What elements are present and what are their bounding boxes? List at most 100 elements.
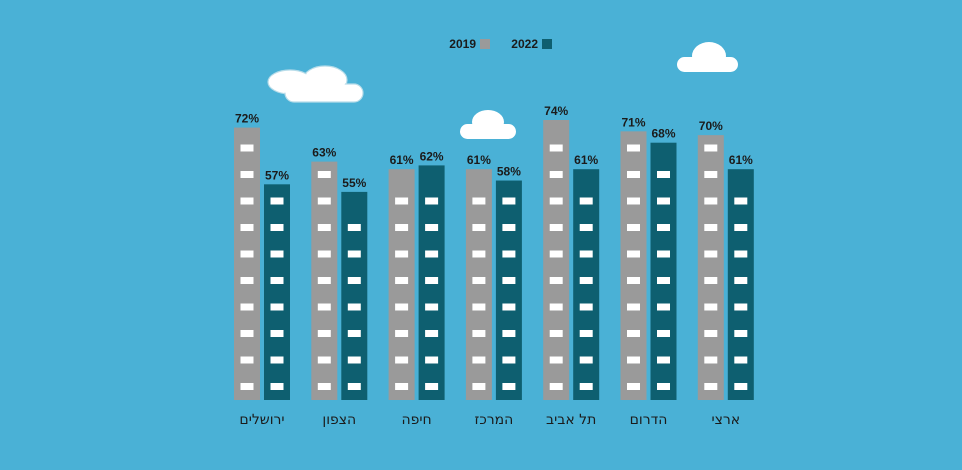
cloud-icon: [460, 110, 516, 139]
bar-2022: [495, 180, 522, 400]
bar-2019: [465, 169, 492, 400]
window: [657, 303, 670, 311]
window: [579, 197, 593, 205]
bar-2019: [311, 161, 338, 400]
window: [395, 224, 409, 231]
window: [627, 383, 640, 390]
bar-2022: [650, 142, 677, 400]
window: [704, 277, 718, 284]
window: [240, 303, 254, 311]
window: [425, 330, 439, 337]
window: [657, 171, 670, 178]
window: [502, 330, 516, 337]
bar-2019: [388, 169, 415, 400]
cloud-icon: [267, 65, 364, 103]
window: [704, 250, 718, 258]
window: [627, 250, 640, 258]
legend-swatch-2022: [542, 39, 552, 49]
window: [472, 197, 486, 205]
window: [704, 171, 718, 178]
window: [270, 250, 284, 258]
data-label-2019: 71%: [621, 115, 645, 129]
category-label: הצפון: [322, 412, 356, 428]
window: [734, 224, 748, 231]
window: [627, 277, 640, 284]
category-label: ירושלים: [239, 412, 284, 428]
window: [657, 356, 670, 364]
window: [472, 356, 486, 364]
cloud-icon: [677, 42, 738, 72]
window: [472, 250, 486, 258]
window: [627, 356, 640, 364]
window: [240, 383, 254, 390]
bar-2019: [620, 131, 647, 400]
window: [579, 250, 593, 258]
data-label-2019: 74%: [544, 104, 568, 118]
window: [657, 224, 670, 231]
window: [704, 356, 718, 364]
window: [317, 171, 331, 178]
window: [627, 171, 640, 178]
window: [317, 303, 331, 311]
window: [704, 144, 718, 152]
window: [734, 250, 748, 258]
window: [549, 224, 563, 231]
window: [579, 330, 593, 337]
window: [317, 224, 331, 231]
window: [549, 197, 563, 205]
category-label: הדרום: [630, 412, 668, 428]
window: [395, 250, 409, 258]
bar-2019-body: [543, 120, 570, 400]
window: [549, 277, 563, 284]
data-label-2019: 61%: [390, 153, 414, 167]
window: [395, 197, 409, 205]
data-label-2022: 57%: [265, 168, 289, 182]
window: [627, 303, 640, 311]
window: [502, 356, 516, 364]
window: [502, 224, 516, 231]
window: [347, 330, 361, 337]
window: [627, 224, 640, 231]
data-label-2019: 61%: [467, 153, 491, 167]
bar-2019: [697, 135, 724, 400]
decorative-clouds: [267, 42, 738, 139]
window: [270, 303, 284, 311]
window: [549, 144, 563, 152]
window: [395, 330, 409, 337]
window: [549, 356, 563, 364]
window: [425, 277, 439, 284]
bar-2022-body: [264, 184, 290, 400]
window: [425, 224, 439, 231]
bar-2022: [418, 165, 445, 400]
window: [472, 383, 486, 390]
window: [317, 277, 331, 284]
window: [395, 303, 409, 311]
window: [240, 197, 254, 205]
bars-layer: [234, 120, 754, 400]
bar-2019: [234, 127, 260, 400]
window: [472, 330, 486, 337]
window: [734, 197, 748, 205]
window: [472, 303, 486, 311]
window: [317, 330, 331, 337]
window: [425, 383, 439, 390]
window: [317, 383, 331, 390]
window: [704, 303, 718, 311]
window: [704, 383, 718, 390]
window: [240, 330, 254, 337]
data-label-2022: 61%: [729, 153, 753, 167]
bar-2022: [264, 184, 290, 400]
window: [240, 224, 254, 231]
window: [734, 356, 748, 364]
window: [240, 250, 254, 258]
window: [657, 197, 670, 205]
window: [704, 224, 718, 231]
window: [425, 250, 439, 258]
window: [579, 303, 593, 311]
window: [395, 383, 409, 390]
category-label: חיפה: [402, 412, 432, 428]
window: [502, 250, 516, 258]
data-label-2019: 72%: [235, 112, 259, 126]
